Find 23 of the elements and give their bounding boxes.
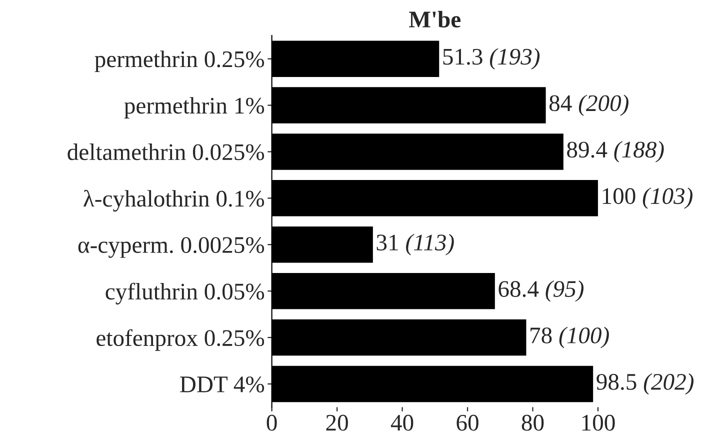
data-label: 89.4 (188)	[567, 141, 664, 162]
x-tick-label: 40	[390, 414, 414, 431]
x-tick-label: 0	[266, 414, 277, 431]
y-tick-label: DDT 4%	[180, 376, 264, 392]
data-label: 78 (100)	[530, 326, 609, 348]
y-tick-label: etofenprox 0.25%	[96, 329, 264, 351]
y-tick-label: α-cyperm. 0.0025%	[78, 237, 264, 258]
y-tick-label: cyfluthrin 0.05%	[106, 282, 264, 304]
x-tick-label: 80	[522, 414, 544, 431]
data-label: 68.4 (95)	[498, 280, 584, 302]
y-tick-label: λ-cyhalothrin 0.1%	[84, 190, 264, 212]
data-label: 31 (113)	[376, 234, 454, 256]
data-label: 84 (200)	[549, 94, 628, 116]
data-label: 51.3 (193)	[443, 48, 540, 70]
chart-title: M'be	[409, 10, 461, 28]
x-tick-label: 60	[456, 414, 478, 431]
data-label: 100 (103)	[602, 187, 692, 209]
y-tick-label: permethrin 0.25%	[94, 50, 264, 72]
x-tick-label: 20	[326, 414, 348, 431]
data-label: 98.5 (202)	[596, 373, 694, 395]
y-tick-label: permethrin 1%	[124, 97, 264, 118]
y-tick-label: deltamethrin 0.025%	[68, 144, 264, 160]
x-tick-label: 100	[582, 414, 615, 431]
